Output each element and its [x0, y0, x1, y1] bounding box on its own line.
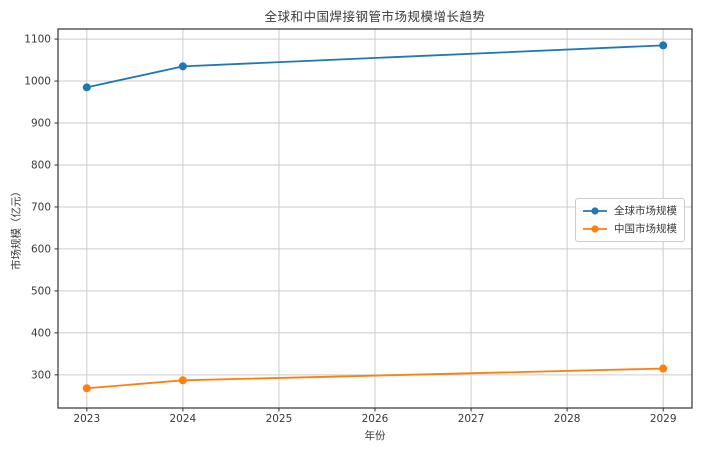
y-tick-label: 700 — [31, 201, 51, 213]
x-tick-label: 2027 — [458, 413, 485, 425]
y-tick-label: 800 — [31, 159, 51, 171]
legend-line-marker-blue-icon — [583, 206, 607, 215]
y-axis-label: 市场规模（亿元） — [10, 186, 23, 270]
legend: 全球市场规模 中国市场规模 — [575, 198, 685, 242]
data-point-marker — [82, 83, 91, 92]
x-tick-label: 2023 — [73, 413, 100, 425]
x-axis-label: 年份 — [364, 430, 386, 442]
y-tick-label: 500 — [31, 285, 51, 297]
y-tick-label: 1100 — [24, 34, 51, 46]
legend-label-china: 中国市场规模 — [614, 223, 677, 235]
x-tick-label: 2025 — [266, 413, 293, 425]
x-tick-label: 2028 — [554, 413, 581, 425]
data-point-marker — [82, 384, 91, 393]
legend-item-china: 中国市场规模 — [582, 221, 677, 236]
data-point-marker — [178, 376, 187, 385]
data-point-marker — [659, 41, 668, 50]
x-tick-label: 2029 — [650, 413, 677, 425]
legend-line-marker-orange-icon — [583, 224, 607, 233]
y-tick-label: 900 — [31, 118, 51, 130]
y-tick-label: 600 — [31, 243, 51, 255]
y-tick-label: 1000 — [24, 76, 51, 88]
chart-title: 全球和中国焊接钢管市场规模增长趋势 — [264, 9, 486, 24]
y-tick-label: 400 — [31, 327, 51, 339]
x-tick-label: 2024 — [170, 413, 197, 425]
data-point-marker — [178, 62, 187, 71]
x-tick-label: 2026 — [362, 413, 389, 425]
legend-item-global: 全球市场规模 — [582, 203, 677, 218]
data-point-marker — [659, 364, 668, 373]
legend-label-global: 全球市场规模 — [614, 205, 677, 217]
y-tick-label: 300 — [31, 369, 51, 381]
